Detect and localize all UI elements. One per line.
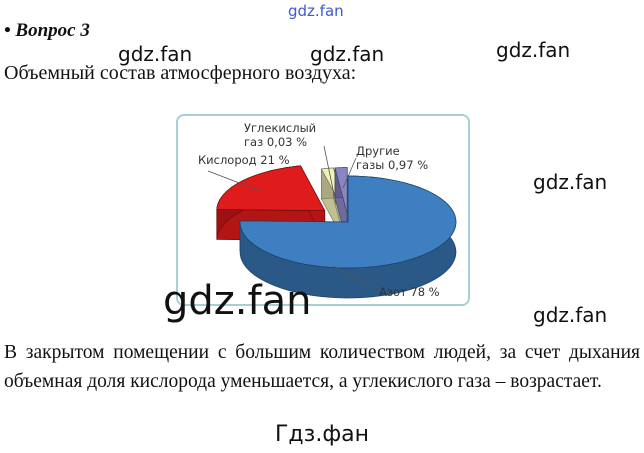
pie-slice-top [239,175,457,269]
pie-chart: Азот 78 % Кислород 21 % Углекислый газ 0,03… [176,114,470,306]
leader-line [342,157,357,189]
slice-label: Углекислый [244,121,316,135]
question-heading: • Вопрос 3 [4,20,90,41]
watermark-large: gdz.fan [163,278,312,324]
answer-paragraph: В закрытом помещении с большим количеств… [4,342,640,392]
slice-label: Азот 78 % [379,285,440,299]
pie-slice-top [216,165,326,211]
footer-text: Гдз.фан [275,422,369,447]
slice-label: газ 0,03 % [244,135,307,149]
slice-label: Кислород 21 % [198,153,290,167]
leader-line [207,170,261,192]
watermark: gdz.fan [496,38,571,62]
leader-line [323,145,337,205]
slice-label: газы 0,97 % [356,158,428,172]
leader-line [332,265,379,292]
watermark: gdz.fan [288,2,344,20]
watermark: gdz.fan [533,303,608,327]
slice-label: Другие [356,144,400,158]
watermark: gdz.fan [118,42,193,66]
watermark: gdz.fan [310,42,385,66]
pie-slice-top [334,167,348,214]
subtitle: Объемный состав атмосферного воздуха: [4,62,357,84]
watermark: gdz.fan [533,170,608,194]
